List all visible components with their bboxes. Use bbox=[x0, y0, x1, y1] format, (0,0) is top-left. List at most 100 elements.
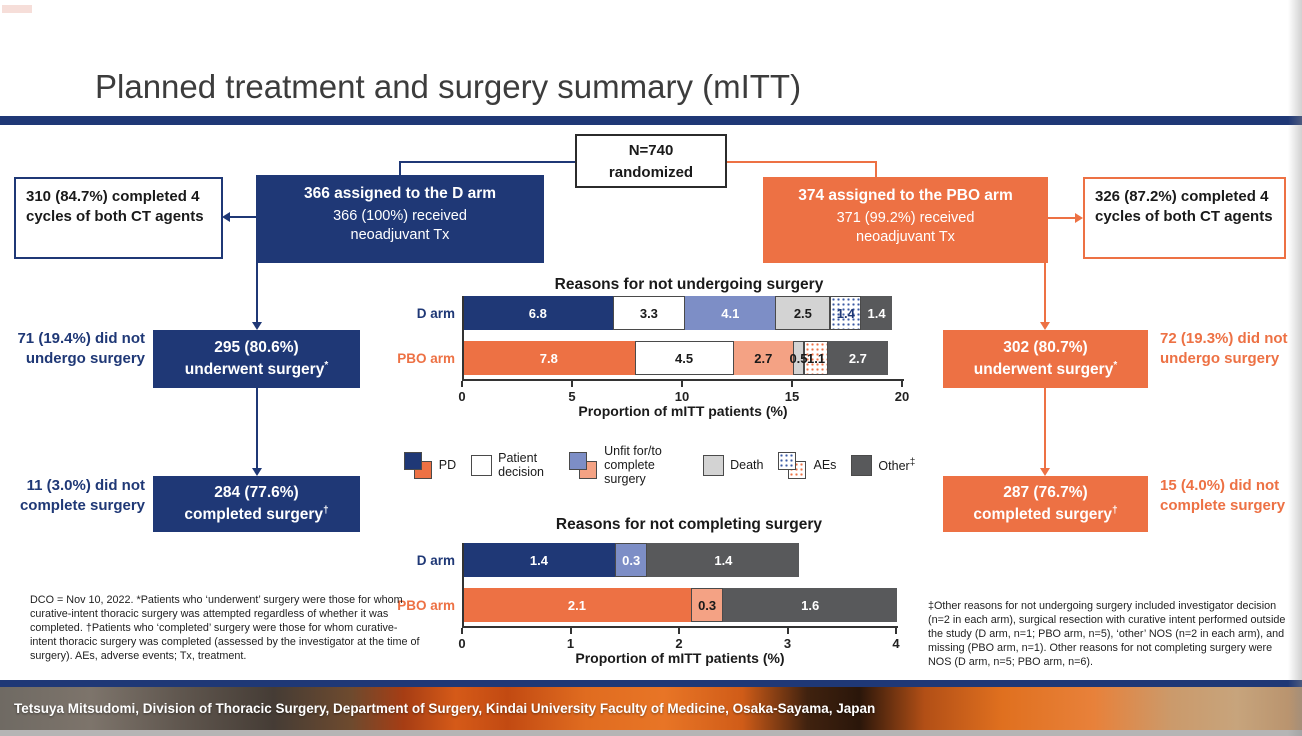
footnote-right: ‡Other reasons for not undergoing surger… bbox=[928, 600, 1286, 669]
d-underwent-footmark: * bbox=[324, 359, 329, 371]
chart-not-undergoing-surgery: Reasons for not undergoing surgery D arm… bbox=[395, 276, 915, 419]
d-arm-not-complete-note: 11 (3.0%) did not complete surgery bbox=[19, 477, 145, 515]
pbo-arm-not-complete-note: 15 (4.0%) did not complete surgery bbox=[1160, 477, 1286, 515]
d-underwent-count: 295 (80.6%) bbox=[214, 339, 299, 357]
banner-bottom-strip bbox=[0, 730, 1302, 736]
presenter-credit: Tetsuya Mitsudomi, Division of Thoracic … bbox=[14, 701, 876, 716]
banner-photo-strip: Tetsuya Mitsudomi, Division of Thoracic … bbox=[0, 687, 1302, 730]
arrow-down-head-icon bbox=[1040, 322, 1050, 330]
axis-tick-label: 20 bbox=[894, 389, 910, 404]
pbo-arm-down-line-1 bbox=[1044, 263, 1046, 323]
pbo-underwent-count: 302 (80.7%) bbox=[1003, 339, 1088, 357]
d-arm-completed-box: 284 (77.6%) completed surgery† bbox=[153, 476, 360, 532]
axis-tick bbox=[569, 628, 572, 634]
axis-tick bbox=[678, 628, 680, 634]
pbo-arm-assigned-line: 374 assigned to the PBO arm bbox=[798, 187, 1013, 204]
bar-segment-other: 2.7 bbox=[828, 341, 888, 375]
axis-tick-label: 3 bbox=[783, 636, 792, 651]
bar-value-label: 4.5 bbox=[675, 350, 694, 366]
bar-value-label: 2.7 bbox=[754, 350, 773, 366]
legend-item-unfit-for-to-complete-surgery: Unfit for/to complete surgery bbox=[569, 444, 688, 486]
d-arm-not-undergo-note: 71 (19.4%) did not undergo surgery bbox=[17, 330, 145, 368]
chart-category-label: D arm bbox=[416, 305, 455, 321]
arrow-down-head-icon bbox=[252, 322, 262, 330]
banner-divider-bar bbox=[0, 680, 1302, 687]
pbo-arm-completed-box: 287 (76.7%) completed surgery† bbox=[943, 476, 1148, 532]
stacked-bar: 6.8 3.3 4.1 2.5 1.4 1.4 bbox=[463, 296, 903, 330]
bar-segment-pd: 1.4 bbox=[463, 543, 615, 577]
legend-label: Unfit for/to complete surgery bbox=[604, 444, 662, 486]
axis-tick bbox=[681, 381, 683, 387]
x-axis-line: 0 1 2 3 4 bbox=[458, 626, 900, 652]
axis-tick bbox=[786, 628, 789, 634]
bar-value-label: 2.7 bbox=[848, 350, 867, 366]
bar-segment-pd: 2.1 bbox=[463, 588, 691, 622]
pbo-completed-footmark: † bbox=[1112, 504, 1118, 516]
axis-tick-label: 5 bbox=[568, 389, 576, 404]
axis-tick-label: 15 bbox=[784, 389, 800, 404]
legend-swatch-icon bbox=[703, 455, 725, 477]
legend-item-death: Death bbox=[703, 455, 763, 477]
bar-value-label: 1.4 bbox=[836, 305, 855, 321]
bar-value-label: 3.3 bbox=[639, 305, 658, 321]
d-arm-down-line-2 bbox=[256, 388, 258, 469]
arrow-down-head-icon bbox=[252, 468, 262, 476]
legend-label: PD bbox=[438, 457, 457, 472]
chart-bars-area: D arm 1.4 0.3 1.4 PBO arm 2.1 0.3 1.6 bbox=[395, 543, 915, 622]
d-completed-count: 284 (77.6%) bbox=[214, 484, 299, 502]
d-arm-received-line: 366 (100%) received neoadjuvant Tx bbox=[333, 208, 467, 243]
chart-category-label: PBO arm bbox=[397, 597, 455, 613]
axis-tick bbox=[461, 628, 463, 634]
legend-swatch-icon bbox=[403, 451, 433, 480]
legend-item-other: Other‡ bbox=[851, 455, 916, 477]
bar-segment-unfit-for-to-complete-surgery: 2.7 bbox=[733, 341, 793, 375]
chart-bar-row: PBO arm 2.1 0.3 1.6 bbox=[395, 588, 915, 622]
bar-value-label: 7.8 bbox=[539, 350, 558, 366]
chart-category-label: PBO arm bbox=[397, 350, 455, 366]
stacked-bar: 1.4 0.3 1.4 bbox=[463, 543, 897, 577]
legend-label: AEs bbox=[813, 457, 837, 472]
bar-segment-pd: 6.8 bbox=[463, 296, 613, 330]
corner-accent-mark bbox=[2, 5, 32, 13]
pbo-underwent-footmark: * bbox=[1113, 359, 1118, 371]
pbo-completed-count: 287 (76.7%) bbox=[1003, 484, 1088, 502]
bar-value-label: 1.6 bbox=[801, 597, 820, 613]
legend-swatch-icon bbox=[851, 455, 873, 477]
arrow-d-to-cycles-line bbox=[230, 216, 256, 218]
legend-label: Patient decision bbox=[498, 450, 544, 479]
d-arm-cycles-box: 310 (84.7%) completed 4 cycles of both C… bbox=[14, 177, 223, 259]
pbo-arm-not-undergo-note: 72 (19.3%) did not undergo surgery bbox=[1160, 330, 1288, 368]
d-arm-underwent-box: 295 (80.6%) underwent surgery* bbox=[153, 330, 360, 388]
stacked-bar: 7.8 4.5 2.7 0.5 1.1 2.7 bbox=[463, 341, 903, 375]
bar-segment-aes: 1.1 bbox=[803, 341, 829, 375]
y-axis-line bbox=[462, 296, 464, 381]
chart-title: Reasons for not completing surgery bbox=[555, 516, 823, 533]
randomized-label: randomized bbox=[608, 163, 694, 181]
connector-randomized-to-d-drop bbox=[399, 161, 401, 176]
connector-randomized-to-pbo-drop bbox=[875, 161, 877, 178]
bar-segment-unfit-for-to-complete-surgery: 0.3 bbox=[614, 543, 648, 577]
legend-label: Other‡ bbox=[878, 457, 916, 474]
axis-tick bbox=[791, 381, 793, 387]
bar-value-label: 0.5 bbox=[789, 350, 808, 366]
chart-title: Reasons for not undergoing surgery bbox=[554, 276, 824, 293]
axis-tick bbox=[571, 381, 573, 387]
x-axis-line: 0 5 10 15 20 bbox=[458, 379, 909, 405]
arrow-right-head-icon bbox=[1075, 213, 1083, 223]
d-underwent-label: underwent surgery bbox=[184, 361, 325, 379]
chart-bar-row: D arm 1.4 0.3 1.4 bbox=[395, 543, 915, 577]
axis-tick bbox=[895, 628, 897, 634]
arrow-left-head-icon bbox=[222, 212, 230, 222]
slide-edge-shade bbox=[1288, 0, 1302, 736]
bar-segment-other: 1.4 bbox=[861, 296, 892, 330]
chart-category-label: D arm bbox=[416, 552, 455, 568]
arrow-pbo-to-cycles-line bbox=[1048, 217, 1075, 219]
bar-segment-patient-decision: 3.3 bbox=[612, 296, 686, 330]
x-axis-label: Proportion of mITT patients (%) bbox=[578, 403, 788, 419]
bar-value-label: 0.3 bbox=[622, 552, 641, 568]
axis-tick-label: 1 bbox=[566, 636, 575, 651]
bar-value-label: 0.3 bbox=[698, 597, 717, 613]
pbo-arm-received-line: 371 (99.2%) received neoadjuvant Tx bbox=[836, 210, 975, 245]
pbo-arm-cycles-box: 326 (87.2%) completed 4 cycles of both C… bbox=[1083, 177, 1286, 259]
